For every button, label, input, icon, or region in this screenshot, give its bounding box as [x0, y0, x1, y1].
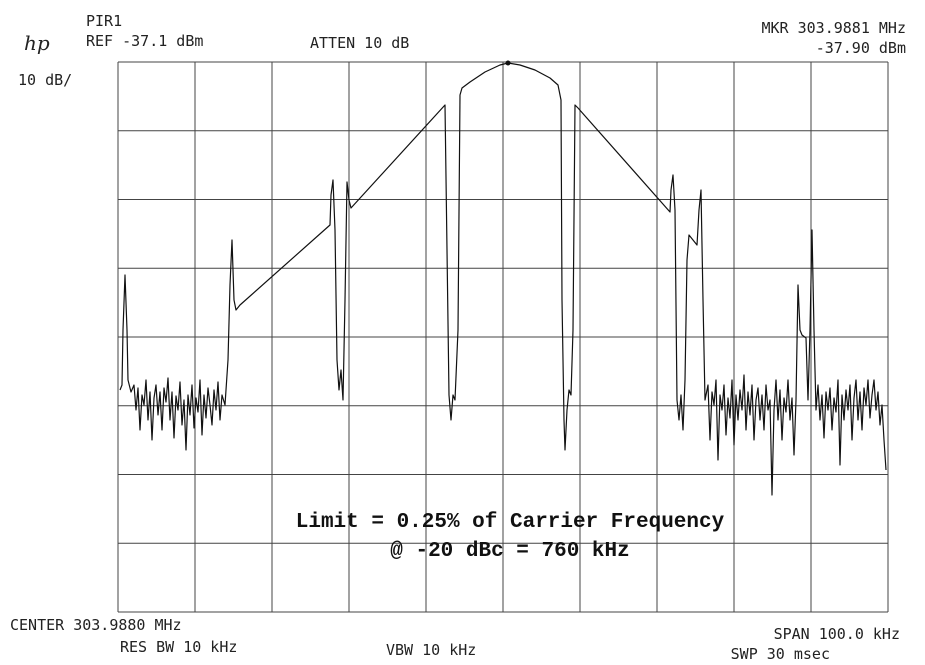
attenuation: ATTEN 10 dB	[310, 34, 409, 52]
spectrum-trace	[119, 62, 887, 496]
limit-note-2: @ -20 dBc = 760 kHz	[390, 540, 629, 563]
span: SPAN 100.0 kHz	[774, 625, 900, 643]
scale: 10 dB/	[18, 71, 72, 89]
trace-name: PIR1	[86, 12, 122, 30]
sweep-time: SWP 30 msec	[731, 645, 830, 663]
video-bandwidth: VBW 10 kHz	[386, 641, 476, 659]
graticule	[117, 61, 889, 613]
marker-level: -37.90 dBm	[816, 39, 906, 57]
reference-level: REF -37.1 dBm	[86, 32, 203, 50]
resolution-bandwidth: RES BW 10 kHz	[120, 638, 237, 656]
marker-frequency: MKR 303.9881 MHz	[762, 19, 907, 37]
limit-note: Limit = 0.25% of Carrier Frequency	[296, 511, 725, 534]
logo: hp	[24, 31, 50, 55]
center-frequency: CENTER 303.9880 MHz	[10, 616, 182, 634]
marker	[505, 60, 511, 66]
